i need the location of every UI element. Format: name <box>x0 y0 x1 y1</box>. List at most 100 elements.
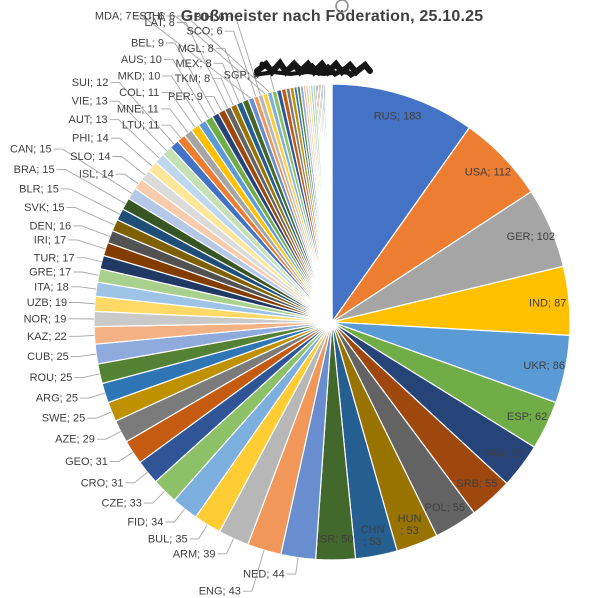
leader-line-COL <box>161 91 196 128</box>
callout-label-CZE: CZE; 33 <box>102 498 142 510</box>
callout-label-UZB: UZB; 19 <box>27 297 67 309</box>
leader-line-MEX <box>213 62 240 103</box>
redaction-scribble <box>254 58 373 79</box>
callout-label-MDA: MDA; 7 <box>95 11 132 23</box>
callout-label-IRI: IRI; 17 <box>34 234 66 246</box>
callout-label-BLR: BLR; 15 <box>19 183 59 195</box>
leader-line-TUR <box>76 257 102 263</box>
callout-label-MEX: MEX; 8 <box>176 58 212 70</box>
leader-line-BRA <box>56 168 126 205</box>
slice-label-ESP: ESP; 62 <box>507 411 547 423</box>
callout-label-CHI: CHI; 6 <box>144 11 175 23</box>
leader-line-DEN <box>73 225 111 237</box>
callout-label-SGP: SGP; 6 <box>224 70 259 82</box>
leader-line-MGL <box>215 47 246 101</box>
leader-line-EST <box>166 15 266 95</box>
callout-label-SVK: SVK; 15 <box>24 202 64 214</box>
callout-label-CUB: CUB; 25 <box>27 351 69 363</box>
leader-line-SVK <box>66 207 115 226</box>
leader-line-PHI <box>110 137 153 167</box>
leader-line-ITA <box>70 286 97 290</box>
callout-label-ARM: ARM; 39 <box>173 548 216 560</box>
callout-label-MGL: MGL; 8 <box>178 43 214 55</box>
callout-label-AUS: AUS; 10 <box>121 54 162 66</box>
leader-line-TKM <box>212 77 234 106</box>
chart-title: Großmeister nach Föderation, 25.10.25 <box>180 8 484 25</box>
leader-line-SLO <box>112 156 146 176</box>
callout-label-EST: EST; 6 <box>132 11 164 23</box>
callout-label-BIH: BIH; 6 <box>194 11 225 23</box>
leader-line-IRI <box>68 239 106 250</box>
callout-label-TUR: TUR; 17 <box>34 252 75 264</box>
callout-label-PER: PER; 9 <box>168 91 203 103</box>
pie-sliver-26[interactable] <box>330 83 333 323</box>
pie-slice-RUS[interactable] <box>331 83 470 323</box>
callout-label-CRO: CRO; 31 <box>81 477 124 489</box>
leader-line-AZE <box>96 431 121 440</box>
callout-label-SLO: SLO; 14 <box>70 151 110 163</box>
callout-label-LTU: LTU; 11 <box>122 120 160 132</box>
callout-label-NED: NED; 44 <box>243 569 285 581</box>
callout-label-AUT: AUT; 13 <box>69 114 108 126</box>
callout-label-ENG: ENG; 43 <box>199 586 241 598</box>
leader-line-MNE <box>160 108 189 133</box>
callout-label-BUL: BUL; 35 <box>148 533 188 545</box>
leader-line-AUS <box>163 58 210 119</box>
leader-line-GEO <box>109 451 134 462</box>
leader-line-ARM <box>217 538 234 555</box>
leader-line-SCO <box>224 30 257 97</box>
slice-label-POL: POL; 55 <box>425 502 465 514</box>
leader-line-ARG <box>80 392 106 399</box>
leader-line-LTU <box>161 124 182 139</box>
slice-label-SRB: SRB; 55 <box>456 478 497 490</box>
callout-label-VIE: VIE; 13 <box>72 96 108 108</box>
leader-line-ENG <box>242 549 265 592</box>
leader-line-CZE <box>143 490 165 504</box>
leader-line-SGP <box>261 74 275 92</box>
leader-line-BIH <box>226 16 261 96</box>
callout-label-COL: COL; 11 <box>119 87 159 99</box>
callout-label-GRE: GRE; 17 <box>29 267 71 279</box>
slice-label-CHN: CHN; 53 <box>361 524 385 548</box>
leader-line-ROU <box>74 373 100 378</box>
callout-label-SCO: SCO; 6 <box>187 26 223 38</box>
callout-label-SWE: SWE; 25 <box>42 413 85 425</box>
callout-label-CAN: CAN; 15 <box>10 144 52 156</box>
leader-line-SWE <box>87 411 112 419</box>
callout-label-BRA: BRA; 15 <box>14 164 55 176</box>
slice-label-RUS: RUS; 183 <box>374 111 422 123</box>
leader-line-KAZ <box>68 334 95 337</box>
leader-line-LAT <box>176 22 229 109</box>
callout-label-ITA: ITA; 18 <box>34 281 69 293</box>
callout-label-KAZ: KAZ; 22 <box>27 331 67 343</box>
callout-label-BEL: BEL; 9 <box>131 38 164 50</box>
leader-line-BUL <box>189 524 208 540</box>
slice-label-UKR: UKR; 86 <box>523 360 565 372</box>
leader-line-NED <box>286 557 299 575</box>
callout-label-ISL: ISL; 14 <box>79 169 114 181</box>
leader-line-VIE <box>109 100 167 152</box>
leader-line-PER <box>204 95 222 112</box>
leader-line-CRO <box>125 471 148 484</box>
callout-label-GEO: GEO; 31 <box>65 456 108 468</box>
slice-label-FRA: FRA; 57 <box>484 448 524 460</box>
callout-label-SUI: SUI; 12 <box>72 77 109 89</box>
leader-line-UZB <box>69 302 95 305</box>
leader-line-MKD <box>162 75 203 123</box>
leader-line-CUB <box>70 353 97 357</box>
callout-label-TKM: TKM; 8 <box>175 73 210 85</box>
callout-label-PHI: PHI; 14 <box>72 133 109 145</box>
slice-label-IND: IND; 87 <box>529 298 566 310</box>
callout-label-ROU: ROU; 25 <box>30 372 73 384</box>
callout-label-LAT: LAT; 8 <box>145 17 175 29</box>
callout-label-NOR: NOR; 19 <box>24 313 67 325</box>
leader-line-ISL <box>115 173 139 185</box>
pie-slices-layer <box>93 83 571 561</box>
callout-label-MNE: MNE; 11 <box>117 103 159 115</box>
slice-label-HUN: HUN; 53 <box>398 513 422 537</box>
leader-line-CHI <box>177 15 270 93</box>
leader-line-FID <box>165 508 186 523</box>
callout-label-FID: FID; 34 <box>127 517 163 529</box>
callout-label-AZE: AZE; 29 <box>55 434 95 446</box>
